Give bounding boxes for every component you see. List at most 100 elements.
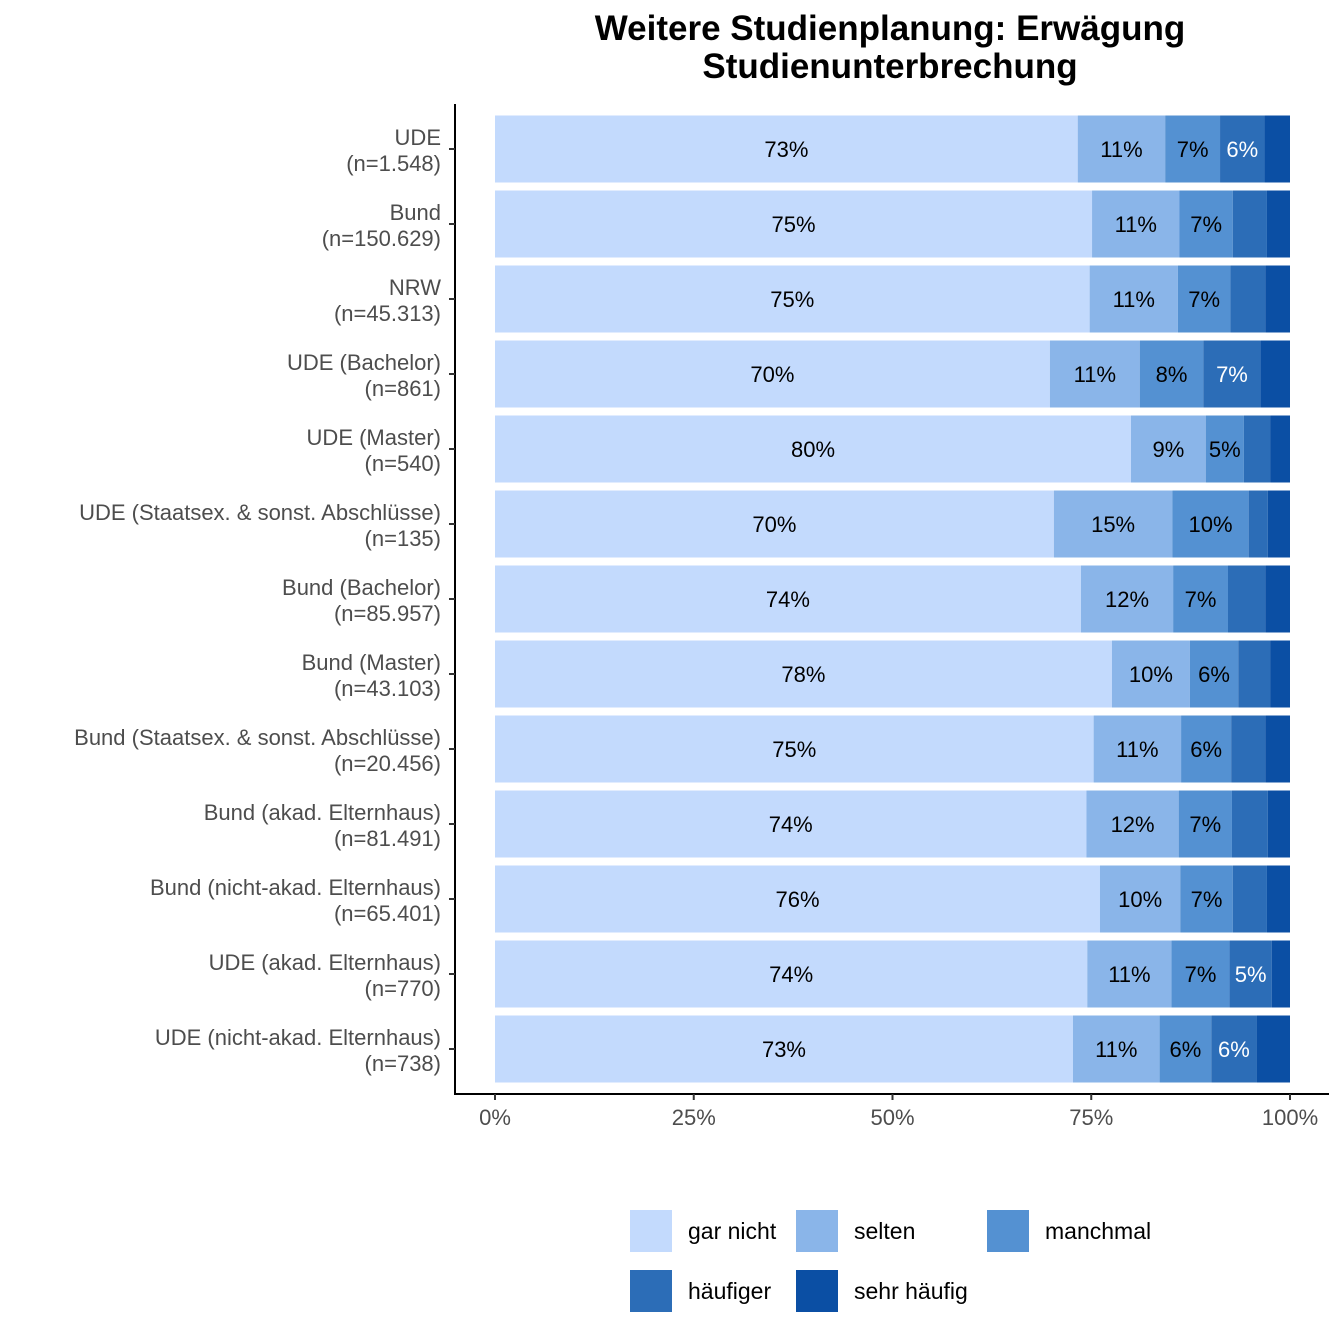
category-label: UDE (Staatsex. & sonst. Abschlüsse) (n=13… bbox=[79, 500, 441, 551]
bar-segment bbox=[1266, 865, 1290, 933]
bar-data-label: 75% bbox=[771, 212, 815, 237]
bar-segment bbox=[1265, 265, 1290, 333]
category-label-line: (n=1.548) bbox=[346, 151, 441, 176]
legend-item: selten bbox=[796, 1210, 915, 1252]
bar-data-label: 7% bbox=[1191, 887, 1223, 912]
category-label-line: (n=65.401) bbox=[334, 901, 441, 926]
bar-segment bbox=[1177, 265, 1231, 333]
bar-data-label: 73% bbox=[764, 137, 808, 162]
legend-key bbox=[796, 1210, 838, 1252]
bar-data-label: 74% bbox=[766, 587, 810, 612]
bar-segment bbox=[1266, 190, 1290, 258]
bar-segment bbox=[495, 265, 1090, 333]
bar-segment bbox=[495, 715, 1094, 783]
category-label-line: UDE (akad. Elternhaus) bbox=[209, 950, 441, 975]
bar-segment bbox=[1092, 190, 1180, 258]
bar-segment bbox=[495, 865, 1100, 933]
bar-data-label: 11% bbox=[1113, 287, 1155, 312]
bar-data-label: 6% bbox=[1198, 662, 1230, 687]
bar-data-label: 80% bbox=[791, 437, 835, 462]
legend-label: manchmal bbox=[1045, 1217, 1152, 1244]
bar-segment bbox=[1180, 865, 1233, 933]
category-label: UDE (Master) (n=540) bbox=[307, 425, 441, 476]
category-label-line: (n=861) bbox=[365, 376, 441, 401]
bar-data-label: 70% bbox=[752, 512, 796, 537]
bar-segment bbox=[1111, 640, 1190, 708]
category-label: UDE (n=1.548) bbox=[346, 125, 441, 176]
category-label-line: (n=43.103) bbox=[334, 676, 441, 701]
bar-data-label: 7% bbox=[1188, 287, 1220, 312]
bar-data-label: 12% bbox=[1105, 587, 1149, 612]
category-label-line: Bund (akad. Elternhaus) bbox=[204, 800, 441, 825]
bar-segment bbox=[1189, 640, 1239, 708]
bar-data-label: 70% bbox=[750, 362, 794, 387]
bar-segment bbox=[1179, 190, 1233, 258]
category-label-line: Bund (Master) bbox=[302, 650, 441, 675]
category-label-line: UDE (Bachelor) bbox=[287, 350, 441, 375]
bar-segment bbox=[1139, 340, 1204, 408]
bar-data-label: 15% bbox=[1091, 512, 1135, 537]
bar-data-label: 11% bbox=[1095, 1037, 1137, 1062]
bar-segment bbox=[1093, 715, 1182, 783]
category-label: UDE (akad. Elternhaus) (n=770) bbox=[209, 950, 441, 1001]
category-label-line: Bund bbox=[390, 200, 441, 225]
chart-title-line-2: Studienunterbrechung bbox=[702, 47, 1078, 86]
bar-segment bbox=[1248, 490, 1268, 558]
bar-data-label: 11% bbox=[1116, 737, 1158, 762]
bar-segment bbox=[1072, 1015, 1160, 1083]
bar-segment bbox=[1265, 715, 1290, 783]
bar-segment bbox=[1265, 565, 1290, 633]
bar-data-label: 75% bbox=[770, 287, 814, 312]
bar-data-label: 12% bbox=[1111, 812, 1155, 837]
chart-title-line-1: Weitere Studienplanung: Erwägung bbox=[594, 9, 1186, 48]
legend-key bbox=[987, 1210, 1029, 1252]
bar-data-label: 7% bbox=[1190, 212, 1222, 237]
bar-segment bbox=[1086, 790, 1179, 858]
legend: gar nicht selten manchmal häufiger sehr häuf… bbox=[630, 1210, 1250, 1320]
category-label-line: Bund (Staatsex. & sonst. Abschlüsse) bbox=[74, 725, 441, 750]
bar-data-label: 7% bbox=[1185, 587, 1217, 612]
bar-segment bbox=[1227, 565, 1266, 633]
category-label-line: (n=45.313) bbox=[334, 301, 441, 326]
bar-data-label: 7% bbox=[1185, 962, 1217, 987]
x-tick-label: 25% bbox=[672, 1105, 716, 1130]
bar-segment bbox=[495, 940, 1088, 1008]
bar-segment bbox=[1089, 265, 1178, 333]
category-label-line: Bund (nicht-akad. Elternhaus) bbox=[150, 875, 441, 900]
category-label-line: NRW bbox=[389, 275, 441, 300]
bar-data-label: 10% bbox=[1188, 512, 1232, 537]
bar-segment bbox=[1171, 940, 1230, 1008]
bar-segment bbox=[1230, 265, 1266, 333]
legend-item: manchmal bbox=[987, 1210, 1151, 1252]
bar-data-label: 6% bbox=[1190, 737, 1222, 762]
bar-data-label: 78% bbox=[781, 662, 825, 687]
bar-data-label: 5% bbox=[1209, 437, 1241, 462]
legend-item: gar nicht bbox=[630, 1210, 776, 1252]
legend-label: sehr häufig bbox=[854, 1277, 968, 1304]
category-label: Bund (Bachelor) (n=85.957) bbox=[282, 575, 441, 626]
category-label: UDE (Bachelor) (n=861) bbox=[287, 350, 441, 401]
bar-data-label: 8% bbox=[1156, 362, 1188, 387]
category-label: Bund (nicht-akad. Elternhaus) (n=65.401) bbox=[150, 875, 441, 926]
bar-segment bbox=[1238, 640, 1271, 708]
bar-segment bbox=[1173, 565, 1228, 633]
bar-segment bbox=[1229, 940, 1272, 1008]
category-label-line: (n=135) bbox=[365, 526, 441, 551]
bar-segment bbox=[1178, 790, 1232, 858]
legend-item: sehr häufig bbox=[796, 1270, 968, 1312]
bar-segment bbox=[1049, 340, 1140, 408]
category-label-line: UDE bbox=[395, 125, 441, 150]
bar-data-label: 6% bbox=[1218, 1037, 1250, 1062]
category-label-line: Bund (Bachelor) bbox=[282, 575, 441, 600]
category-label-line: (n=81.491) bbox=[334, 826, 441, 851]
bar-segment bbox=[495, 790, 1087, 858]
bar-data-label: 7% bbox=[1177, 137, 1209, 162]
bar-segment bbox=[1159, 1015, 1212, 1083]
category-label: Bund (Master) (n=43.103) bbox=[302, 650, 441, 701]
bar-segment bbox=[1231, 790, 1268, 858]
legend-item: häufiger bbox=[630, 1270, 771, 1312]
bar-segment bbox=[495, 640, 1112, 708]
x-tick-label: 50% bbox=[870, 1105, 914, 1130]
bar-data-label: 6% bbox=[1226, 137, 1258, 162]
category-label-line: (n=540) bbox=[365, 451, 441, 476]
